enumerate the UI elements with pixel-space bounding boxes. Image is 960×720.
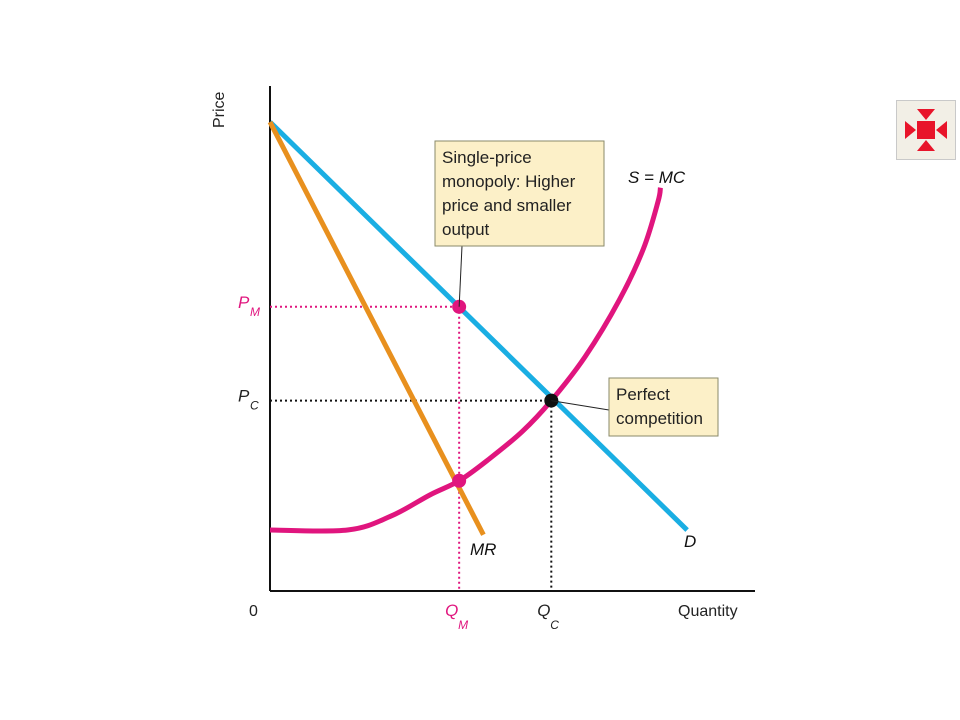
series-mr-label: MR bbox=[470, 540, 496, 559]
expand-nav-button[interactable] bbox=[896, 100, 956, 160]
guide-lines bbox=[270, 305, 553, 591]
competition-annotation-leader bbox=[551, 400, 610, 411]
point-mr-equals-mc bbox=[452, 473, 467, 488]
series-mr-line bbox=[267, 120, 486, 536]
axes: Price Quantity 0 bbox=[211, 86, 755, 620]
competition-annotation-line-1: Perfect bbox=[616, 385, 670, 404]
y-tick-pc: P bbox=[238, 387, 250, 406]
series-d-label: D bbox=[684, 532, 696, 551]
curves: D MR S = MC bbox=[267, 120, 696, 559]
equilibrium-points bbox=[452, 299, 559, 488]
series-s-mc-label: S = MC bbox=[628, 168, 686, 187]
nav-icon-arrow-left bbox=[905, 121, 916, 139]
monopoly-annotation-line-1: Single-price bbox=[442, 148, 532, 167]
y-tick-pm: P bbox=[238, 293, 250, 312]
monopoly-annotation-line-2: monopoly: Higher bbox=[442, 172, 576, 191]
monopoly-annotation-line-3: price and smaller bbox=[442, 196, 572, 215]
nav-icon-arrow-top bbox=[917, 109, 935, 120]
y-tick-pc-sub: C bbox=[250, 399, 259, 413]
x-tick-qm: Q bbox=[445, 601, 458, 620]
x-tick-qc-sub: C bbox=[550, 618, 559, 632]
monopoly-annotation-box bbox=[434, 140, 605, 247]
series-d-line bbox=[268, 120, 689, 532]
series-s-mc-line bbox=[269, 187, 663, 534]
competition-annotation-box bbox=[608, 377, 719, 437]
monopoly-annotation-leader bbox=[458, 245, 463, 307]
y-tick-pm-sub: M bbox=[250, 305, 260, 319]
x-tick-qm-sub: M bbox=[458, 618, 468, 632]
monopoly-annotation-line-4: output bbox=[442, 220, 490, 239]
nav-icon-center bbox=[917, 121, 935, 139]
nav-icon-arrow-right bbox=[936, 121, 947, 139]
x-axis-label: Quantity bbox=[678, 603, 738, 620]
y-axis-label: Price bbox=[211, 91, 228, 128]
annotations: Single-price monopoly: Higher price and sm… bbox=[434, 140, 719, 437]
competition-annotation-line-2: competition bbox=[616, 409, 703, 428]
expand-arrows-icon bbox=[905, 109, 947, 151]
origin-label: 0 bbox=[249, 603, 258, 620]
x-tick-qc: Q bbox=[537, 601, 550, 620]
nav-icon-arrow-bottom bbox=[917, 140, 935, 151]
